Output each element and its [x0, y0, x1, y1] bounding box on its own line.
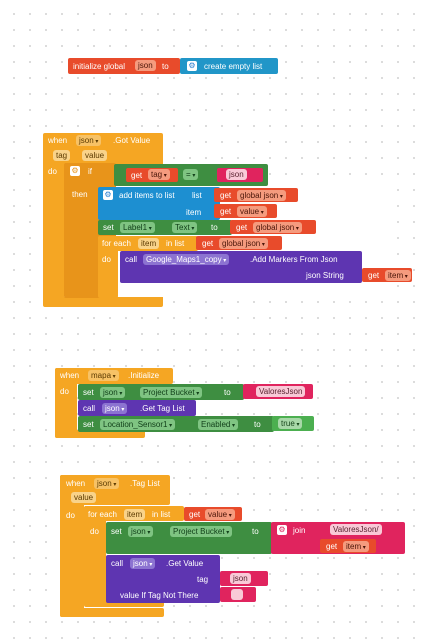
to-label: to	[224, 388, 231, 397]
if-not-there-socket-label: value If Tag Not There	[120, 591, 199, 600]
item-loop-var[interactable]: item	[124, 509, 146, 520]
when-label: when	[66, 479, 86, 488]
add-items-label: add items to list	[119, 191, 175, 200]
then-label: then	[72, 190, 88, 199]
item-loop-var[interactable]: item	[138, 238, 160, 249]
do-label: do	[66, 511, 75, 520]
call-label: call	[125, 255, 138, 264]
param-value[interactable]: value	[82, 150, 108, 161]
json-string-value[interactable]: json	[226, 169, 247, 180]
to-label: to	[254, 420, 261, 429]
do-label: do	[102, 255, 111, 264]
get-tag-list-method: .Get Tag List	[140, 404, 185, 413]
get-value-method: .Get Value	[166, 559, 204, 568]
true-boolean-dropdown[interactable]: true	[278, 418, 303, 429]
get-label: get	[236, 223, 248, 232]
enabled-property-dropdown[interactable]: Enabled	[198, 419, 239, 430]
to-label: to	[211, 223, 218, 232]
set-label: set	[111, 527, 122, 536]
in-list-label: in list	[166, 239, 185, 248]
set-label: set	[103, 223, 114, 232]
item-var-dropdown[interactable]: item	[343, 541, 369, 552]
mapa-initialize-footer[interactable]	[55, 430, 145, 438]
got-value-event-name: .Got Value	[113, 136, 151, 145]
json-component-dropdown[interactable]: json	[76, 135, 102, 146]
label1-component-dropdown[interactable]: Label1	[120, 222, 155, 233]
project-bucket-dropdown[interactable]: Project Bucket	[140, 387, 203, 398]
mapa-component-dropdown[interactable]: mapa	[88, 370, 119, 381]
valores-json-string-value[interactable]: ValoresJson	[256, 386, 306, 397]
join-label: join	[293, 526, 306, 535]
for-each-footer[interactable]	[84, 600, 164, 607]
for-each-block[interactable]	[84, 506, 106, 606]
param-tag[interactable]: tag	[53, 150, 71, 161]
json-string-socket-label: json String	[306, 271, 344, 280]
json-component-dropdown[interactable]: json	[102, 403, 128, 414]
get-label: get	[220, 207, 232, 216]
item-var-dropdown[interactable]: item	[385, 270, 411, 281]
do-label: do	[48, 167, 57, 176]
list-socket-label: list	[192, 191, 202, 200]
param-value[interactable]: value	[71, 492, 97, 503]
when-label: when	[48, 136, 68, 145]
add-items-gear-icon[interactable]: ⚙	[103, 190, 113, 200]
in-list-label: in list	[152, 510, 171, 519]
value-var-dropdown[interactable]: value	[237, 206, 267, 217]
for-each-label: for each	[88, 510, 117, 519]
global-json-dropdown[interactable]: global json	[219, 238, 268, 249]
get-label: get	[202, 239, 214, 248]
location-sensor-dropdown[interactable]: Location_Sensor1	[100, 419, 176, 430]
set-label: set	[83, 420, 94, 429]
get-label: get	[189, 510, 201, 519]
equals-operator-dropdown[interactable]: =	[183, 169, 199, 180]
tag-json-string-value[interactable]: json	[230, 573, 251, 584]
join-string-value[interactable]: ValoresJson/	[330, 524, 382, 535]
json-component-dropdown[interactable]: json	[94, 478, 120, 489]
join-gear-icon[interactable]: ⚙	[277, 525, 287, 535]
mapa-initialize-event-block[interactable]	[55, 368, 77, 438]
for-each-label: for each	[102, 239, 131, 248]
add-markers-method: .Add Markers From Json	[250, 255, 338, 264]
create-empty-list-label: create empty list	[204, 62, 263, 71]
init-global-label: initialize global	[73, 62, 126, 71]
mutator-gear-icon[interactable]: ⚙	[187, 61, 197, 71]
tag-socket-label: tag	[197, 575, 209, 584]
get-label: get	[131, 171, 143, 180]
global-json-dropdown[interactable]: global json	[253, 222, 302, 233]
global-json-dropdown[interactable]: global json	[237, 190, 286, 201]
when-label: when	[60, 371, 80, 380]
create-empty-list-block[interactable]	[180, 58, 278, 74]
json-component-dropdown[interactable]: json	[128, 526, 154, 537]
init-to-label: to	[162, 62, 169, 71]
get-label: get	[326, 542, 338, 551]
empty-string-value[interactable]	[231, 589, 243, 600]
call-label: call	[83, 404, 96, 413]
for-each-footer[interactable]	[98, 286, 118, 292]
do-label: do	[60, 387, 69, 396]
tag-list-event-name: .Tag List	[130, 479, 160, 488]
project-bucket-dropdown[interactable]: Project Bucket	[170, 526, 233, 537]
get-label: get	[220, 191, 232, 200]
add-items-to-list-block[interactable]	[98, 187, 220, 220]
global-var-name-field[interactable]: json	[135, 60, 156, 71]
call-get-value-block[interactable]	[106, 555, 220, 603]
text-property-dropdown[interactable]: Text	[172, 222, 198, 233]
for-each-block[interactable]	[98, 236, 118, 298]
initialize-event-name: .Initialize	[128, 371, 160, 380]
maps-component-dropdown[interactable]: Google_Maps1_copy	[143, 254, 230, 265]
tag-list-footer[interactable]	[60, 608, 164, 617]
get-tag-dropdown[interactable]: tag	[148, 169, 170, 180]
json-component-dropdown[interactable]: json	[130, 558, 156, 569]
value-var-dropdown[interactable]: value	[205, 509, 235, 520]
do-label: do	[90, 527, 99, 536]
json-component-dropdown[interactable]: json	[100, 387, 126, 398]
call-label: call	[111, 559, 124, 568]
to-label: to	[252, 527, 259, 536]
if-mutator-gear-icon[interactable]: ⚙	[70, 166, 80, 176]
get-label: get	[368, 271, 380, 280]
if-label: if	[88, 167, 92, 176]
item-socket-label: item	[186, 208, 202, 217]
set-label: set	[83, 388, 94, 397]
